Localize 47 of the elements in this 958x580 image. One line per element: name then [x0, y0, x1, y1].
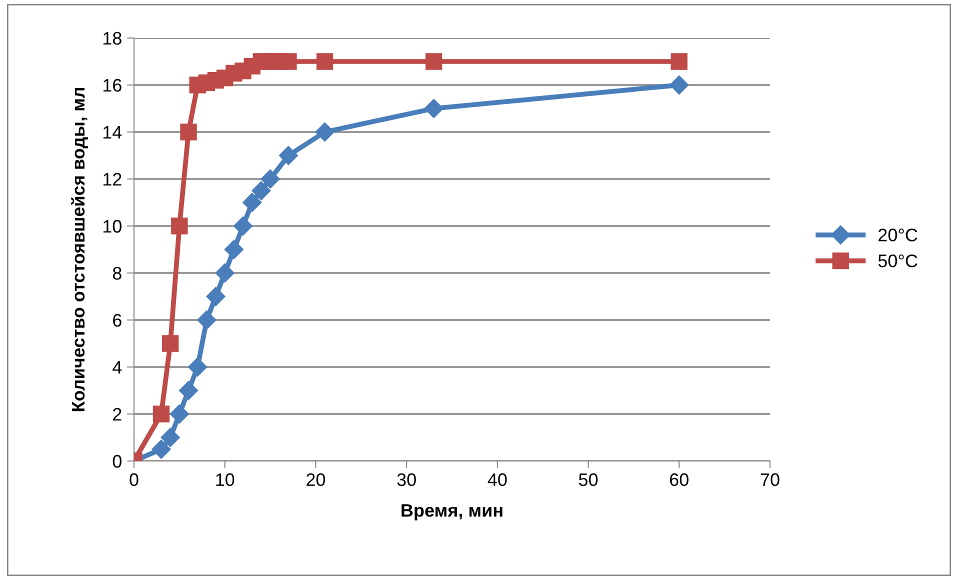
legend-label: 20°C: [878, 228, 918, 242]
x-tick-label: 0: [130, 473, 138, 486]
x-axis-title: Время, мин: [402, 504, 502, 520]
point: [215, 263, 234, 283]
point: [425, 53, 442, 70]
point: [233, 216, 253, 236]
point: [171, 218, 188, 234]
point: [178, 380, 198, 400]
point: [180, 124, 197, 140]
point: [316, 53, 334, 70]
point: [670, 75, 689, 95]
point: [280, 53, 297, 70]
point: [315, 122, 334, 142]
point: [188, 357, 208, 377]
y-tick-label: 14: [103, 126, 122, 139]
point: [424, 98, 444, 118]
point: [670, 53, 688, 70]
y-tick-label: 18: [103, 32, 122, 45]
point: [242, 192, 262, 212]
y-tick-label: 0: [112, 454, 122, 468]
point: [260, 169, 280, 189]
point: [224, 240, 244, 260]
y-tick-label: 4: [112, 361, 122, 374]
y-tick-label: 16: [103, 78, 122, 92]
y-tick-label: 10: [103, 220, 122, 233]
y-tick-label: 8: [112, 266, 122, 280]
y-axis-title: Количество отстоявшейся воды, мл: [71, 88, 88, 412]
point: [278, 146, 298, 166]
point: [197, 310, 216, 330]
x-tick-label: 50: [578, 473, 598, 486]
x-tick-label: 40: [488, 473, 507, 486]
x-tick-label: 20: [306, 473, 326, 486]
point: [252, 181, 271, 200]
x-tick-label: 60: [670, 473, 688, 486]
point: [152, 440, 171, 459]
point: [152, 406, 170, 422]
point: [162, 335, 179, 352]
legend-label: 50°C: [878, 254, 918, 268]
point: [206, 286, 226, 306]
x-tick-label: 10: [216, 473, 234, 486]
y-tick-label: 6: [113, 314, 122, 327]
y-tick-label: 12: [103, 172, 122, 186]
x-tick-label: 30: [397, 473, 416, 486]
point: [170, 404, 189, 424]
point: [160, 428, 180, 448]
x-tick-label: 70: [760, 473, 780, 486]
y-tick-label: 2: [113, 408, 122, 421]
